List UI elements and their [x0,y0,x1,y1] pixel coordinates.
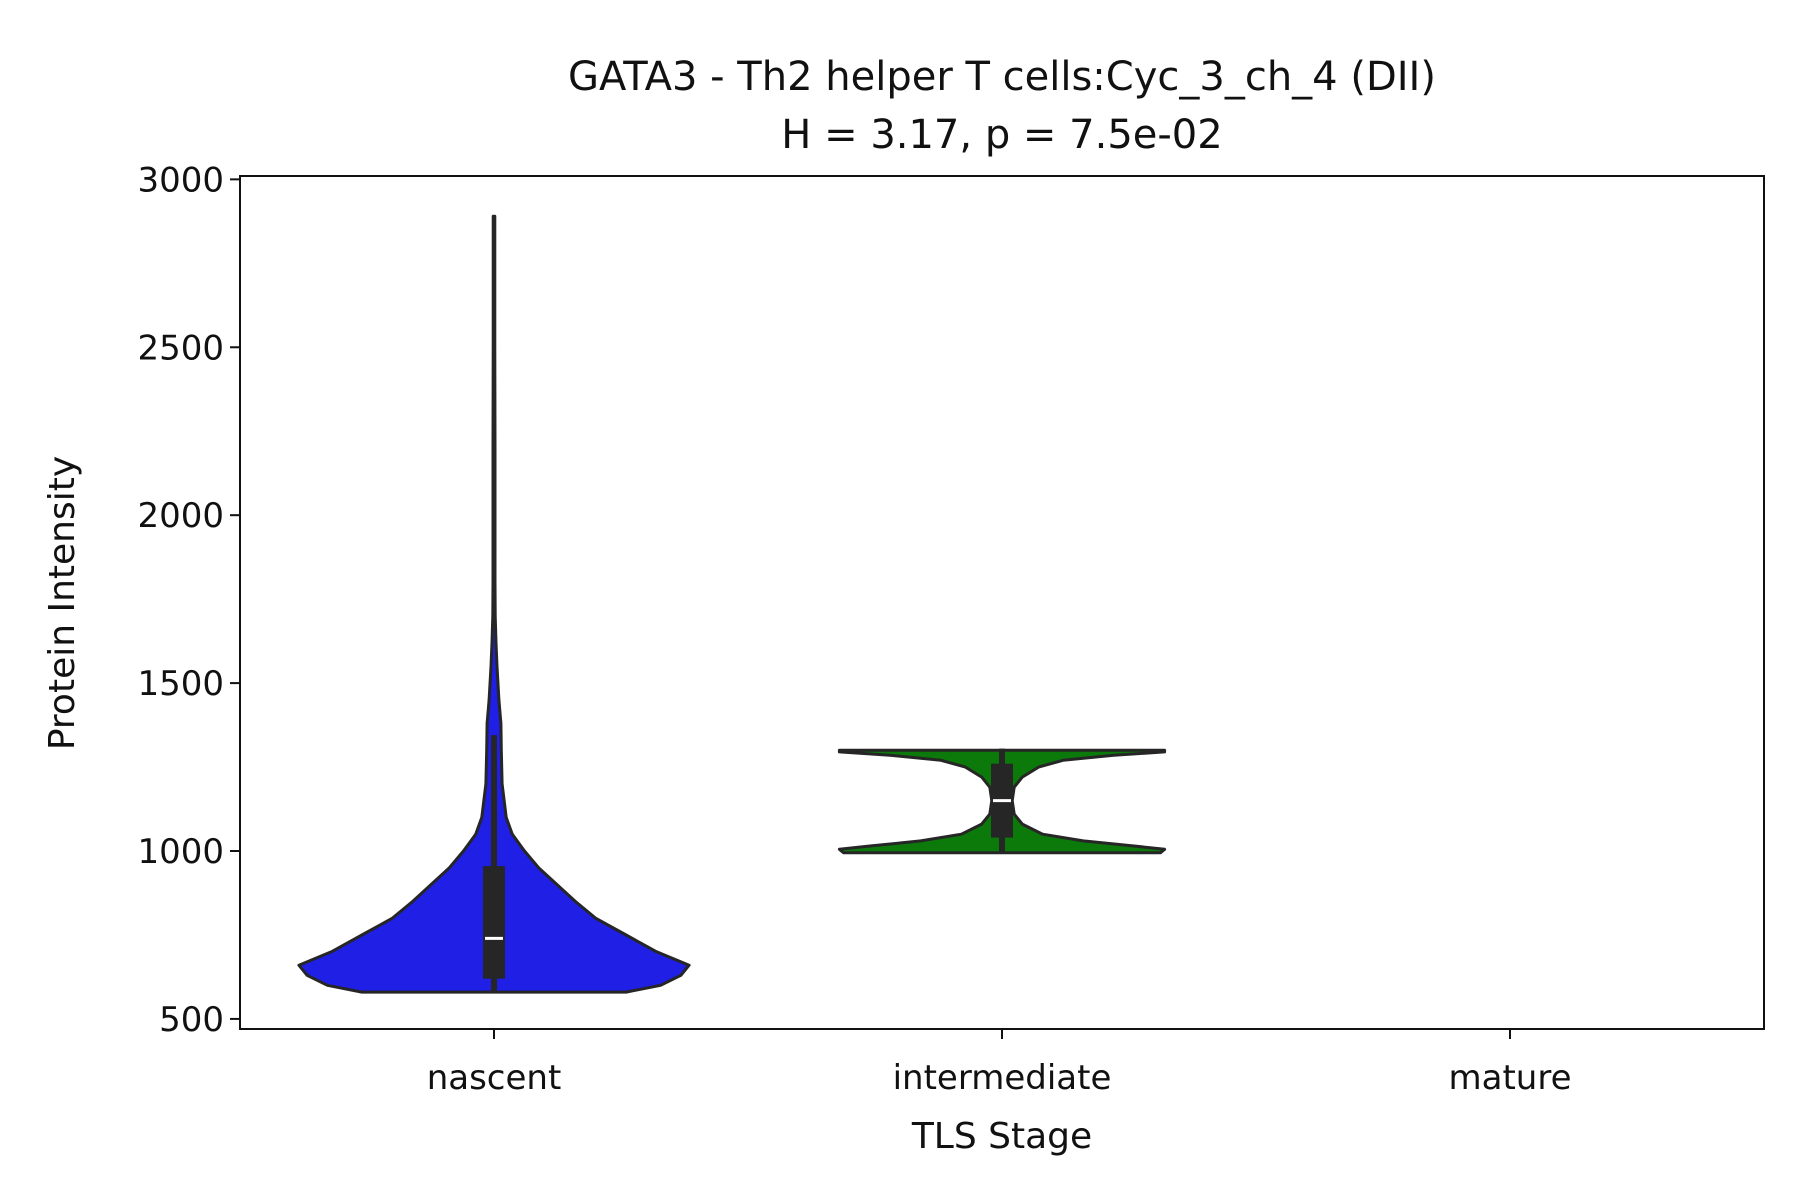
x-tick-label-mature: mature [1449,1058,1572,1098]
chart-title: GATA3 - Th2 helper T cells:Cyc_3_ch_4 (D… [568,54,1436,100]
violin-nascent [297,214,691,994]
y-axis: 500 1000 1500 2000 2500 3000 [137,160,240,1040]
x-axis: nascent intermediate mature [427,1029,1572,1098]
iqr-box-nascent [483,866,505,979]
x-axis-label: TLS Stage [911,1116,1092,1157]
x-tick-label-intermediate: intermediate [893,1058,1112,1098]
x-tick-label-nascent: nascent [427,1058,562,1098]
y-tick-label: 2500 [137,328,224,368]
y-axis-label: Protein Intensity [42,456,83,750]
y-tick-label: 3000 [137,160,224,200]
y-tick-label: 1000 [137,832,224,872]
y-tick-label: 1500 [137,664,224,704]
chart-subtitle: H = 3.17, p = 7.5e-02 [781,112,1222,158]
y-tick-label: 500 [159,1000,224,1040]
y-tick-label: 2000 [137,496,224,536]
violins-layer [297,214,1167,994]
